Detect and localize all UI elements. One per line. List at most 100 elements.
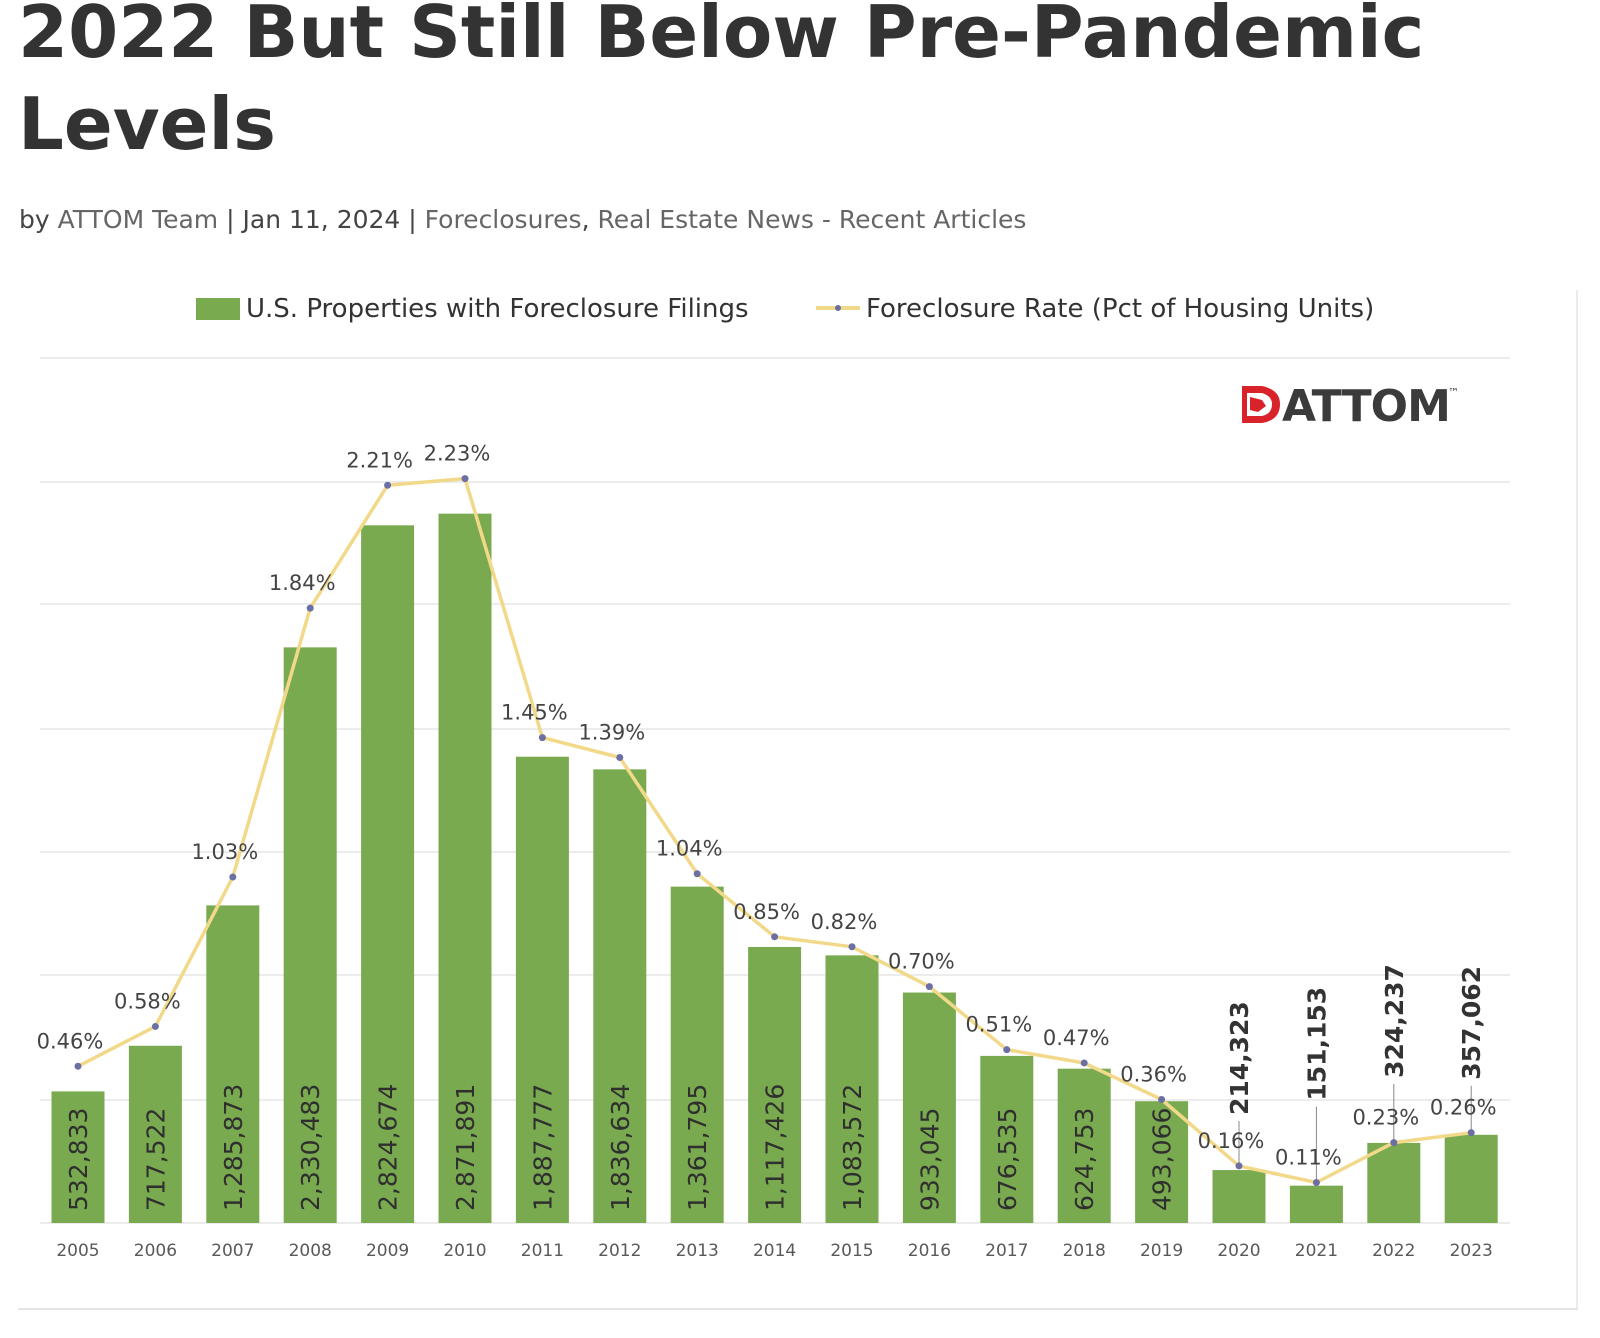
rate-value-label: 0.82% (811, 910, 878, 934)
x-tick-label: 2023 (1450, 1241, 1493, 1261)
bar (1135, 1101, 1189, 1223)
x-tick-label: 2017 (985, 1241, 1028, 1261)
bar-value-label: 532,833 (64, 1108, 93, 1211)
rate-value-label: 0.11% (1275, 1145, 1342, 1169)
bar-value-label: 1,083,572 (838, 1084, 867, 1211)
bar-value-label: 1,361,795 (683, 1084, 712, 1211)
byline-prefix: by (19, 205, 50, 234)
legend-swatch-bar (196, 298, 240, 320)
x-tick-label: 2005 (56, 1241, 99, 1261)
rate-marker (1390, 1139, 1398, 1147)
meta-separator: | (408, 205, 417, 234)
bar (1289, 1185, 1343, 1223)
category-link-real-estate-news[interactable]: Real Estate News - Recent Articles (597, 205, 1027, 234)
bar (283, 647, 337, 1223)
attom-lion-icon (1242, 386, 1280, 423)
rate-marker (1467, 1129, 1475, 1137)
rate-value-label: 0.26% (1430, 1096, 1497, 1120)
rate-value-label: 0.85% (733, 900, 800, 924)
logo-trademark: ™ (1448, 386, 1459, 399)
x-tick-label: 2020 (1217, 1241, 1260, 1261)
logo-wordmark: ATTOM (1282, 381, 1450, 432)
bar (1212, 1170, 1266, 1223)
x-tick-label: 2011 (521, 1241, 564, 1261)
rate-marker (306, 604, 314, 612)
bar-value-label: 1,887,777 (528, 1084, 557, 1211)
x-tick-label: 2016 (908, 1241, 951, 1261)
legend-swatch-marker (835, 305, 841, 311)
bar-value-label: 493,066 (1148, 1108, 1177, 1211)
bar (825, 955, 879, 1223)
bar-value-label: 1,836,634 (606, 1084, 635, 1211)
x-tick-label: 2008 (289, 1241, 332, 1261)
x-tick-label: 2019 (1140, 1241, 1183, 1261)
category-separator: , (581, 205, 590, 234)
x-tick-label: 2018 (1063, 1241, 1106, 1261)
frame-edge-bottom (18, 1308, 1578, 1310)
rate-marker (461, 475, 469, 483)
rate-value-labels: 0.46% 0.58% 1.03% 1.84% 2.21% 2.23% 1.45% 1.39%… (37, 442, 1497, 1170)
bar-value-label: 933,045 (915, 1108, 944, 1211)
bar-value-labels: 532,833 717,522 1,285,873 2,330,483 2,824,67… (64, 964, 1486, 1211)
bar-value-label: 2,871,891 (451, 1084, 480, 1211)
x-tick-label: 2009 (366, 1241, 409, 1261)
rate-value-label: 1.45% (501, 701, 568, 725)
article-meta: by ATTOM Team | Jan 11, 2024 | Foreclosu… (19, 205, 1026, 234)
rate-marker (616, 754, 624, 762)
category-link-foreclosures[interactable]: Foreclosures (424, 205, 582, 234)
rate-value-label: 2.23% (424, 442, 491, 466)
bars-series (51, 513, 1498, 1223)
legend-label-line: Foreclosure Rate (Pct of Housing Units) (866, 294, 1374, 324)
rate-value-label: 2.21% (346, 448, 413, 472)
author-link[interactable]: ATTOM Team (57, 205, 219, 234)
rate-marker (693, 870, 701, 878)
bar-value-label: 151,153 (1302, 987, 1331, 1101)
rate-value-label: 0.58% (114, 989, 181, 1013)
bar-value-label: 214,323 (1225, 1001, 1254, 1115)
x-tick-label: 2021 (1295, 1241, 1338, 1261)
bar-value-label: 717,522 (141, 1108, 170, 1211)
bar (128, 1045, 182, 1223)
rate-value-label: 0.46% (37, 1029, 104, 1053)
rate-value-label: 1.04% (656, 837, 723, 861)
x-tick-label: 2015 (830, 1241, 873, 1261)
rate-value-label: 0.51% (965, 1013, 1032, 1037)
bar (980, 1055, 1034, 1223)
bar-value-label: 357,062 (1457, 966, 1486, 1080)
x-tick-label: 2006 (134, 1241, 177, 1261)
bar (670, 886, 724, 1223)
rate-marker (1158, 1095, 1166, 1103)
x-tick-label: 2012 (598, 1241, 641, 1261)
bar-value-label: 2,330,483 (296, 1084, 325, 1211)
bar (1057, 1068, 1111, 1223)
bar (748, 946, 802, 1223)
bar-value-label: 676,535 (993, 1108, 1022, 1211)
rate-marker (925, 983, 933, 991)
x-tick-label: 2010 (443, 1241, 486, 1261)
attom-logo: ATTOM ™ (1242, 381, 1459, 432)
rate-value-label: 0.47% (1043, 1026, 1110, 1050)
rate-value-label: 0.36% (1120, 1062, 1187, 1086)
rate-value-label: 0.16% (1198, 1129, 1265, 1153)
frame-edge-right (1576, 290, 1578, 1310)
bar (438, 513, 492, 1223)
bar (206, 905, 260, 1223)
x-tick-label: 2022 (1372, 1241, 1415, 1261)
bar-value-label: 2,824,674 (374, 1084, 403, 1211)
meta-separator: | (226, 205, 235, 234)
rate-marker (74, 1062, 82, 1070)
rate-value-label: 1.39% (578, 721, 645, 745)
bar-value-label: 1,285,873 (219, 1084, 248, 1211)
bar (902, 992, 956, 1223)
rate-marker (1312, 1178, 1320, 1186)
rate-value-label: 0.70% (888, 950, 955, 974)
rate-marker (229, 873, 237, 881)
bar (361, 525, 415, 1223)
rate-marker (771, 933, 779, 941)
rate-marker (538, 734, 546, 742)
rate-line-series (74, 475, 1475, 1186)
bar-value-label: 1,117,426 (761, 1084, 790, 1211)
x-axis-tick-labels: 2005 2006 2007 2008 2009 2010 2011 2012 2013 2014… (56, 1241, 1492, 1261)
bar (593, 769, 647, 1223)
